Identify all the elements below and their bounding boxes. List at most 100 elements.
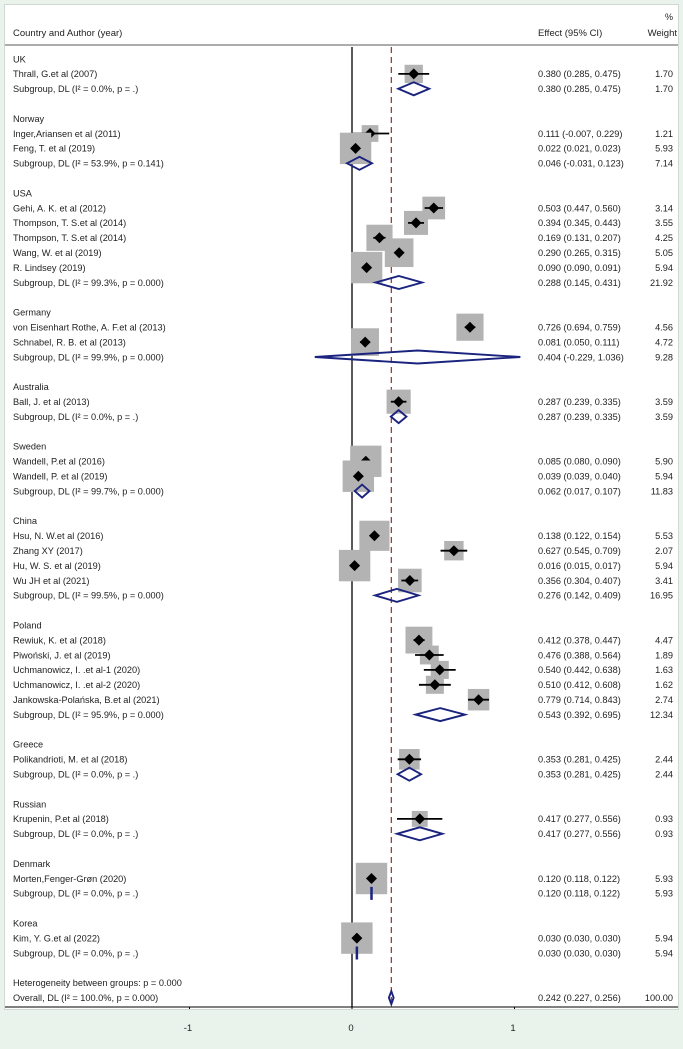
row-label-study: Kim, Y. G.et al (2022) [13, 933, 100, 943]
study-point-estimate [350, 142, 362, 154]
study-point-estimate [349, 560, 361, 572]
row-labels: UK Thrall, G.et al (2007) 0.380 (0.285, 0.… [13, 54, 673, 1003]
row-label-note: Heterogeneity between groups: p = 0.000 [13, 978, 182, 988]
row-effect-ci: 0.242 (0.227, 0.256) [538, 993, 621, 1003]
row-weight: 4.25 [655, 233, 673, 243]
subgroup-diamond [371, 587, 422, 603]
row-weight: 2.07 [655, 546, 673, 556]
row-label-subtotal: Subgroup, DL (I² = 0.0%, p = .) [13, 84, 138, 94]
header-row: Country and Author (year) Effect (95% CI… [5, 12, 678, 46]
row-effect-ci: 0.540 (0.442, 0.638) [538, 665, 621, 675]
row-label-group: Greece [13, 740, 43, 750]
row-effect-ci: 0.287 (0.239, 0.335) [538, 412, 621, 422]
study-point-estimate [413, 634, 425, 646]
study-point-estimate [414, 813, 426, 825]
study-point-estimate [359, 336, 371, 348]
row-label-study: Thompson, T. S.et al (2014) [13, 233, 126, 243]
row-weight: 5.94 [655, 933, 673, 943]
row-effect-ci: 0.111 (-0.007, 0.229) [538, 129, 622, 139]
row-label-subtotal: Subgroup, DL (I² = 99.7%, p = 0.000) [13, 486, 164, 496]
study-point-estimate [368, 530, 380, 542]
row-weight: 3.41 [655, 576, 673, 586]
row-label-group: UK [13, 54, 27, 64]
row-effect-ci: 0.039 (0.039, 0.040) [538, 472, 621, 482]
row-label-subtotal: Subgroup, DL (I² = 99.9%, p = 0.000) [13, 352, 164, 362]
row-effect-ci: 0.726 (0.694, 0.759) [538, 323, 621, 333]
study-point-estimate [393, 396, 405, 408]
row-effect-ci: 0.503 (0.447, 0.560) [538, 203, 621, 213]
row-effect-ci: 0.276 (0.142, 0.409) [538, 591, 621, 601]
row-weight: 5.05 [655, 248, 673, 258]
row-label-group: Russian [13, 799, 46, 809]
row-label-subtotal: Subgroup, DL (I² = 0.0%, p = .) [13, 829, 138, 839]
row-weight: 3.14 [655, 203, 673, 213]
row-effect-ci: 0.120 (0.118, 0.122) [538, 889, 620, 899]
row-weight: 0.93 [655, 814, 673, 824]
row-weight: 16.95 [650, 591, 673, 601]
row-weight: 4.72 [655, 337, 673, 347]
row-effect-ci: 0.417 (0.277, 0.556) [538, 829, 621, 839]
row-effect-ci: 0.627 (0.545, 0.709) [538, 546, 621, 556]
study-point-estimate [361, 262, 373, 274]
study-point-estimate [408, 68, 420, 80]
row-weight: 5.94 [655, 948, 673, 958]
row-label-group: Germany [13, 308, 51, 318]
row-effect-ci: 0.412 (0.378, 0.447) [538, 635, 621, 645]
row-effect-ci: 0.030 (0.030, 0.030) [538, 948, 621, 958]
row-label-group: China [13, 516, 38, 526]
row-weight: 3.59 [655, 412, 673, 422]
row-effect-ci: 0.353 (0.281, 0.425) [538, 755, 621, 765]
row-weight: 100.00 [645, 993, 673, 1003]
row-weight: 5.94 [655, 561, 673, 571]
row-weight: 11.83 [651, 486, 673, 496]
header-weight-percent: % [665, 12, 673, 22]
subgroup-diamond [393, 826, 446, 842]
header-effect-label: Effect (95% CI) [538, 28, 602, 39]
row-weight: 5.53 [655, 531, 673, 541]
study-point-estimate [351, 932, 363, 944]
row-weight: 2.74 [655, 695, 673, 705]
row-label-study: Krupenin, P.et al (2018) [13, 814, 109, 824]
reference-lines [351, 47, 392, 1007]
row-label-study: Thrall, G.et al (2007) [13, 69, 97, 79]
row-weight: 21.92 [650, 278, 673, 288]
row-effect-ci: 0.288 (0.145, 0.431) [538, 278, 621, 288]
row-effect-ci: 0.417 (0.277, 0.556) [538, 814, 621, 824]
row-label-study: Feng, T. et al (2019) [13, 144, 95, 154]
study-point-estimate [473, 694, 485, 706]
row-weight: 5.90 [655, 457, 673, 467]
row-effect-ci: 0.085 (0.080, 0.090) [538, 457, 621, 467]
row-effect-ci: 0.169 (0.131, 0.207) [538, 233, 621, 243]
overall-diamond [387, 988, 395, 1007]
row-label-study: Wandell, P.et al (2016) [13, 457, 105, 467]
row-label-study: Ball, J. et al (2013) [13, 397, 90, 407]
row-effect-ci: 0.030 (0.030, 0.030) [538, 933, 621, 943]
row-label-study: Wang, W. et al (2019) [13, 248, 102, 258]
row-label-subtotal: Subgroup, DL (I² = 99.5%, p = 0.000) [13, 591, 164, 601]
row-effect-ci: 0.353 (0.281, 0.425) [538, 770, 621, 780]
row-weight: 12.34 [650, 710, 673, 720]
study-point-estimate [366, 873, 377, 884]
row-weight: 1.89 [655, 650, 673, 660]
row-weight: 0.93 [655, 829, 673, 839]
row-weight: 3.55 [655, 218, 673, 228]
row-label-subtotal: Subgroup, DL (I² = 0.0%, p = .) [13, 770, 138, 780]
row-label-study: Rewiuk, K. et al (2018) [13, 635, 106, 645]
study-point-estimate [429, 679, 441, 691]
row-label-subtotal: Subgroup, DL (I² = 0.0%, p = .) [13, 948, 138, 958]
study-point-estimate [373, 232, 385, 244]
row-effect-ci: 0.779 (0.714, 0.843) [538, 695, 621, 705]
row-label-study: Uchmanowicz, I. .et al-1 (2020) [13, 665, 140, 675]
row-weight: 2.44 [655, 755, 673, 765]
row-label-group: USA [13, 188, 33, 198]
forest-plot-frame: Country and Author (year) Effect (95% CI… [4, 4, 679, 1015]
study-point-estimate [352, 470, 364, 482]
header-study-label: Country and Author (year) [13, 28, 122, 39]
row-weight: 9.28 [655, 352, 673, 362]
row-weight: 4.47 [655, 635, 673, 645]
study-point-estimate [404, 575, 416, 586]
row-label-group: Australia [13, 382, 50, 392]
row-label-group: Korea [13, 919, 38, 929]
row-weight: 1.70 [655, 84, 673, 94]
row-label-overall: Overall, DL (I² = 100.0%, p = 0.000) [13, 993, 158, 1003]
